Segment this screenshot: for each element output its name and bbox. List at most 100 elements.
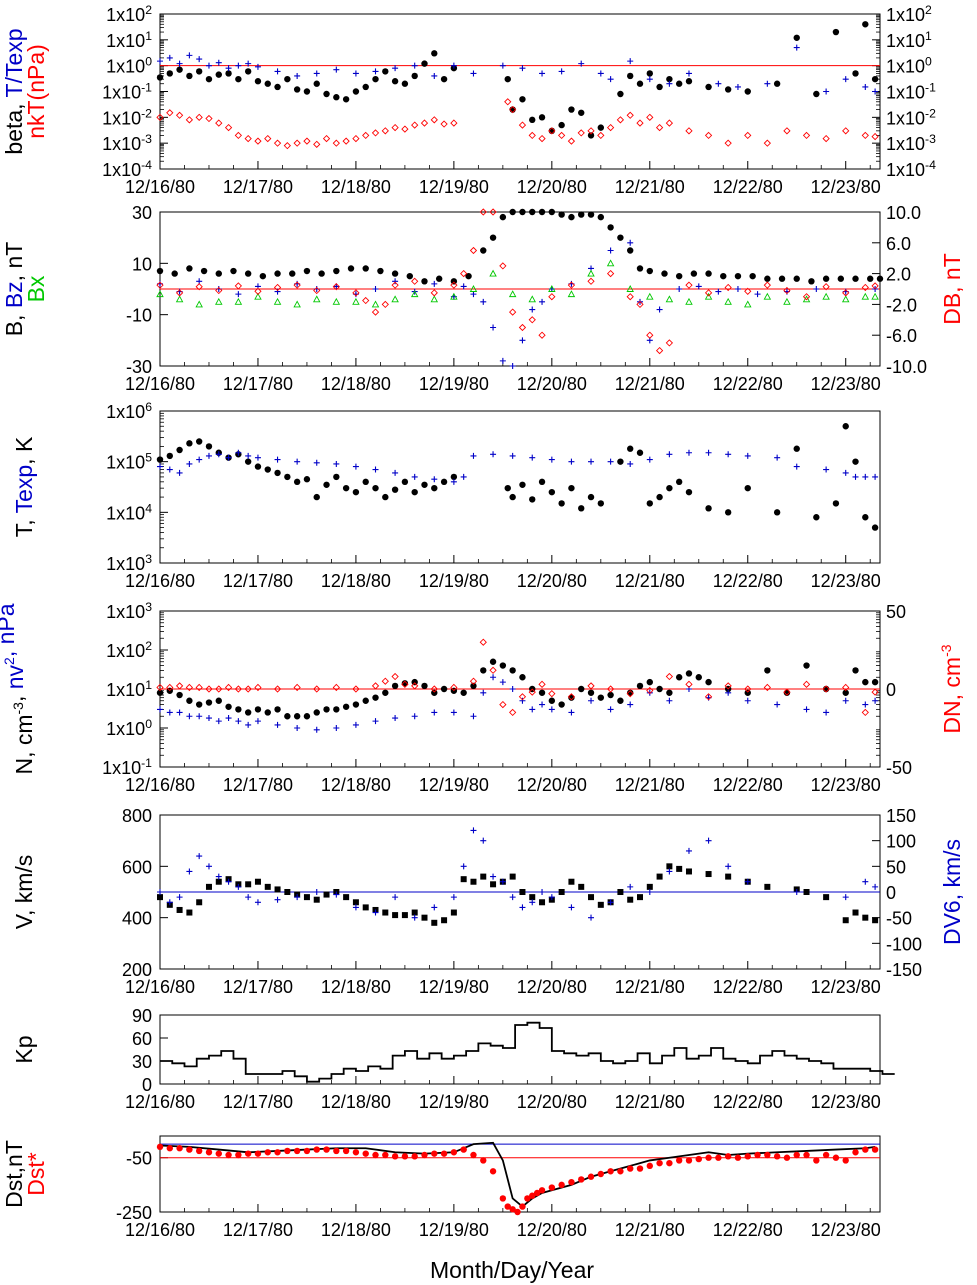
data-point-T-0 bbox=[666, 484, 673, 492]
data-point-N-1 bbox=[539, 701, 546, 708]
y-tick-label-right: -2.0 bbox=[886, 295, 917, 315]
data-point-N-0 bbox=[744, 689, 751, 696]
data-point-V-0 bbox=[725, 873, 732, 880]
y-tick-label-right: 0 bbox=[886, 883, 896, 903]
x-tick-label: 12/22/80 bbox=[713, 571, 783, 591]
data-point-B-0 bbox=[690, 270, 698, 277]
data-point-B-3 bbox=[499, 262, 507, 270]
data-point-T-1 bbox=[166, 466, 173, 473]
data-point-T-1 bbox=[176, 469, 183, 476]
data-point-V-1 bbox=[166, 899, 173, 906]
data-point-N-1 bbox=[823, 709, 830, 716]
data-point-N-0 bbox=[636, 682, 644, 690]
data-point-N-0 bbox=[431, 689, 438, 696]
data-point-T-1 bbox=[157, 463, 163, 470]
data-point-N-0 bbox=[568, 694, 575, 701]
data-point-N-0 bbox=[627, 689, 634, 696]
data-point-Dst-1 bbox=[533, 1189, 541, 1197]
data-point-B-1 bbox=[715, 288, 722, 295]
data-point-V-0 bbox=[862, 914, 869, 921]
data-point-B-3 bbox=[646, 331, 654, 339]
data-point-Dst-1 bbox=[685, 1157, 693, 1164]
data-point-B-0 bbox=[259, 272, 267, 280]
data-point-beta-2 bbox=[195, 113, 203, 121]
data-point-B-2 bbox=[195, 300, 203, 308]
data-point-beta-2 bbox=[391, 123, 399, 132]
y-tick-label-left-exp: -1 bbox=[141, 81, 152, 95]
y-tick-label-left: 1x103 bbox=[106, 552, 152, 574]
data-point-N-1 bbox=[225, 715, 232, 722]
data-point-Dst-1 bbox=[401, 1153, 409, 1160]
y-tick-label-right: 1x101 bbox=[886, 29, 932, 51]
data-point-N-0 bbox=[489, 658, 497, 665]
data-point-Dst-1 bbox=[558, 1181, 565, 1189]
data-point-beta-0 bbox=[773, 80, 781, 87]
data-point-B-0 bbox=[538, 208, 546, 216]
data-point-beta-2 bbox=[783, 127, 791, 135]
data-point-Dst-1 bbox=[254, 1150, 262, 1157]
data-point-V-1 bbox=[372, 909, 379, 916]
data-point-B-0 bbox=[705, 270, 712, 277]
data-point-beta-2 bbox=[646, 113, 654, 121]
data-point-beta-0 bbox=[627, 72, 634, 80]
data-point-T-0 bbox=[587, 493, 595, 501]
y-tick-label-left: 1x10-1 bbox=[102, 756, 152, 778]
data-point-beta-2 bbox=[557, 131, 566, 140]
data-point-N-1 bbox=[548, 706, 555, 713]
data-point-beta-1 bbox=[685, 70, 692, 77]
data-point-V-0 bbox=[588, 894, 595, 901]
data-point-B-3 bbox=[489, 208, 497, 216]
data-point-beta-0 bbox=[411, 72, 418, 80]
data-point-N-1 bbox=[509, 686, 516, 692]
data-point-beta-0 bbox=[852, 70, 859, 77]
y-tick-label-left: 1x100 bbox=[106, 55, 152, 77]
data-point-beta-2 bbox=[322, 134, 331, 143]
y-tick-label-left-base: 1x10 bbox=[106, 680, 145, 700]
x-tick-label: 12/21/80 bbox=[615, 775, 685, 795]
data-point-V-0 bbox=[362, 904, 369, 911]
data-point-beta-0 bbox=[646, 70, 653, 77]
data-point-Dst-1 bbox=[440, 1150, 448, 1157]
data-point-N-2 bbox=[391, 672, 399, 681]
data-point-beta-0 bbox=[509, 106, 516, 113]
data-point-T-1 bbox=[529, 454, 536, 461]
data-point-V-0 bbox=[450, 909, 457, 916]
data-point-Dst-1 bbox=[470, 1151, 477, 1159]
data-point-V-0 bbox=[823, 894, 830, 901]
data-point-V-0 bbox=[656, 873, 663, 880]
data-point-T-0 bbox=[832, 500, 840, 507]
x-tick-label: 12/21/80 bbox=[615, 1092, 685, 1112]
data-point-V-0 bbox=[323, 891, 330, 898]
data-point-T-1 bbox=[254, 454, 261, 461]
data-point-B-3 bbox=[744, 287, 752, 295]
data-point-N-2 bbox=[401, 680, 409, 688]
data-point-B-2 bbox=[743, 300, 752, 308]
data-point-T-0 bbox=[274, 469, 281, 477]
data-point-beta-0 bbox=[186, 72, 193, 80]
data-point-N-1 bbox=[352, 721, 359, 728]
data-point-B-2 bbox=[352, 297, 360, 305]
data-point-N-0 bbox=[675, 674, 683, 681]
data-point-Dst-1 bbox=[852, 1149, 859, 1156]
data-point-N-2 bbox=[411, 682, 419, 690]
data-point-V-1 bbox=[666, 868, 673, 875]
data-point-T-1 bbox=[245, 452, 252, 459]
y-tick-label-left: 1x104 bbox=[106, 501, 152, 523]
data-point-N-2 bbox=[871, 688, 879, 696]
data-point-T-0 bbox=[323, 481, 330, 488]
x-tick-label: 12/23/80 bbox=[811, 775, 881, 795]
data-point-B-2 bbox=[312, 295, 321, 303]
y-axis-label-left: B, Bz, nT bbox=[1, 242, 27, 337]
data-point-Dst-1 bbox=[460, 1146, 467, 1153]
data-point-beta-0 bbox=[504, 75, 511, 83]
data-point-N-1 bbox=[392, 715, 399, 722]
data-point-T-0 bbox=[254, 463, 262, 470]
data-point-beta-2 bbox=[528, 131, 536, 140]
data-point-Dst-1 bbox=[715, 1154, 722, 1161]
data-point-N-0 bbox=[666, 689, 673, 696]
data-point-Dst-1 bbox=[793, 1151, 800, 1159]
data-point-B-3 bbox=[567, 281, 576, 289]
y-tick-label-right: -6.0 bbox=[886, 326, 917, 346]
data-point-N-0 bbox=[803, 662, 810, 669]
